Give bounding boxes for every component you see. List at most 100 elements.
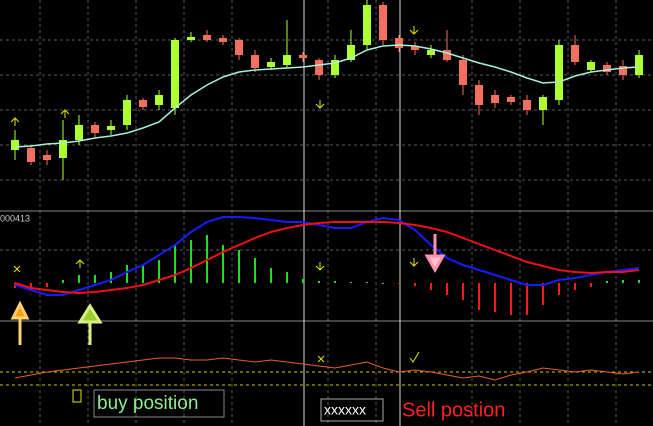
histogram-bar [302,279,304,283]
candle-body [635,55,643,75]
candle-body [539,97,547,110]
histogram-bar [398,283,400,284]
histogram-bar [574,283,576,290]
candle-body [619,66,627,75]
icon [72,389,82,403]
histogram-bar [110,272,112,283]
histogram-bar [414,283,416,286]
label-box [93,389,225,418]
candle-body [475,85,483,105]
histogram-bar [270,268,272,283]
candle-body [299,55,307,58]
histogram-bar [334,281,336,283]
histogram-bar [350,282,352,283]
histogram-bar [222,245,224,283]
candle-body [459,60,467,85]
buy-arrow [77,303,103,345]
signal-line [14,221,640,295]
histogram-bar [238,250,240,283]
annotation: xxxxxx [324,402,366,418]
candle-body [43,155,51,160]
candle-body [379,5,387,40]
histogram-bar [510,283,512,315]
candle-body [123,100,131,125]
histogram-bar [190,240,192,283]
macd-readout: 000413 [0,213,30,223]
histogram-bar [622,280,624,283]
candle-body [395,38,403,48]
histogram-bar [142,265,144,283]
candle-body [363,5,371,45]
signal-line [14,216,640,296]
candle-body [235,40,243,55]
histogram-bar [446,283,448,295]
histogram-bar [174,245,176,283]
down-arrow [409,26,419,35]
down-arrow [315,262,325,271]
histogram-bar [30,283,32,289]
candle-body [139,100,147,107]
candle-body [411,46,419,50]
candle-body [331,60,339,75]
candle-body [571,45,579,62]
moving-average [14,44,640,148]
histogram-bar [62,280,64,283]
candle-body [75,125,83,140]
up-arrow [60,109,70,118]
candle-body [283,55,291,65]
histogram-bar [638,280,640,283]
histogram-bar [366,282,368,283]
down-arrow [315,100,325,109]
candle-body [603,65,611,72]
candle-body [11,140,19,150]
marks [0,0,653,386]
candle-body [523,100,531,110]
histogram-bar [558,283,560,295]
up-arrow [10,117,20,126]
oscillator-line [14,357,640,381]
candle-body [219,38,227,42]
histogram-bar [526,283,528,315]
histogram-bar [78,275,80,283]
signal-arrows [10,26,420,363]
histogram-bar [126,265,128,283]
histogram-bar [606,281,608,283]
candle-body [91,125,99,133]
histogram-bar [462,283,464,300]
histogram-bar [46,283,48,287]
annotation: Sell postion [402,399,505,421]
cross [13,265,21,273]
histogram-bar [382,283,384,284]
label-box [320,398,384,422]
histogram-bar [542,283,544,305]
histogram-bar [430,283,432,290]
candle-body [187,37,195,40]
sell-arrow [424,234,446,274]
candle-body [27,148,35,162]
histogram-bar [286,272,288,283]
histogram-bar [318,281,320,283]
cross [317,355,325,363]
histogram-bar [94,275,96,283]
candle-body [59,140,67,158]
buy-arrow [10,300,30,345]
annotation: buy position [97,393,198,414]
histogram-bar [494,283,496,312]
candle-body [587,62,595,70]
candle-body [507,97,515,102]
candle-body [171,40,179,108]
down-arrow [409,258,419,267]
histogram-bar [590,283,592,287]
candle-body [427,50,435,55]
histogram-bar [254,258,256,283]
candle-body [315,60,323,75]
candle-body [491,95,499,103]
candle-body [155,95,163,105]
candle-body [107,126,115,130]
up-arrow [75,259,85,268]
candle-body [443,50,451,60]
check [409,351,420,363]
